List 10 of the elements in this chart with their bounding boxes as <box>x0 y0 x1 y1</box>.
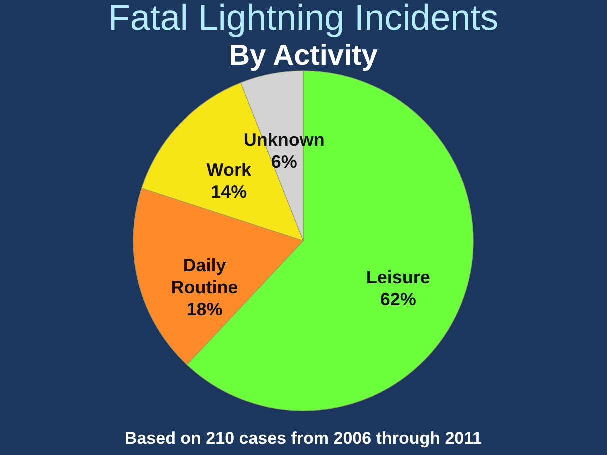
slice-label: Leisure <box>366 268 430 288</box>
chart-title: Fatal Lightning Incidents <box>108 0 499 38</box>
data-label: 62% <box>380 290 416 310</box>
slice-label: Daily Routine <box>171 255 238 298</box>
slice-label: Work <box>206 160 252 180</box>
data-label: 18% <box>186 299 223 320</box>
text: Based on 210 cases from 2006 through 2011 <box>124 429 482 448</box>
data-label: 6% <box>271 152 298 172</box>
data-label: 14% <box>211 182 248 202</box>
chart-subtitle: By Activity <box>229 40 378 72</box>
